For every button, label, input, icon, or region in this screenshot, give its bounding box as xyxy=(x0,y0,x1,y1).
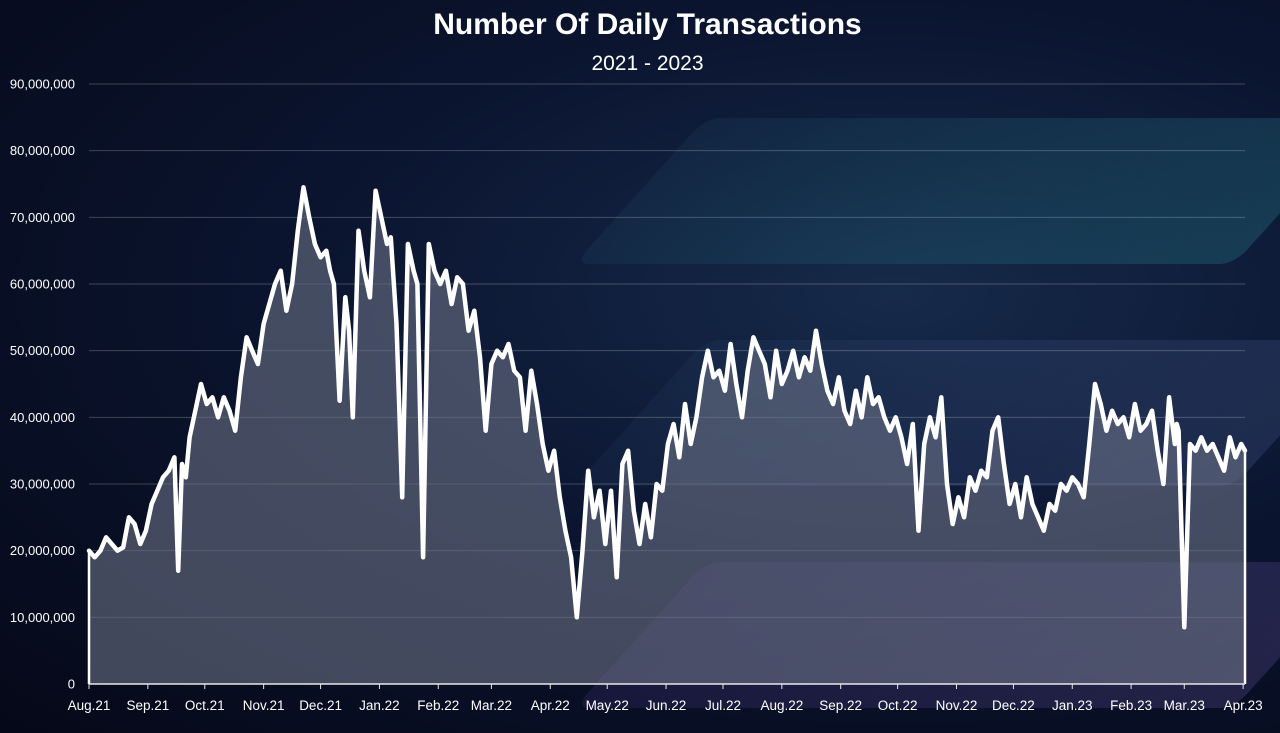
y-tick-label: 60,000,000 xyxy=(10,277,75,292)
y-tick-label: 20,000,000 xyxy=(10,543,75,558)
x-tick-label: Mar.22 xyxy=(471,698,512,713)
x-tick-label: Dec.21 xyxy=(299,698,342,713)
x-tick-label: Nov.21 xyxy=(243,698,285,713)
x-tick-label: Dec.22 xyxy=(992,698,1035,713)
x-tick-label: Jan.22 xyxy=(359,698,400,713)
x-tick-label: Feb.22 xyxy=(417,698,459,713)
x-tick-label: Oct.22 xyxy=(878,698,918,713)
y-tick-label: 10,000,000 xyxy=(10,610,75,625)
chart-subtitle: 2021 - 2023 xyxy=(591,52,704,75)
x-tick-label: May.22 xyxy=(586,698,629,713)
x-tick-label: Nov.22 xyxy=(936,698,978,713)
x-tick-label: Jan.23 xyxy=(1052,698,1093,713)
y-tick-label: 70,000,000 xyxy=(10,210,75,225)
y-tick-label: 80,000,000 xyxy=(10,143,75,158)
x-tick-label: Sep.21 xyxy=(126,698,169,713)
x-tick-label: Aug.22 xyxy=(760,698,803,713)
x-tick-label: Feb.23 xyxy=(1110,698,1152,713)
x-tick-label: Mar.23 xyxy=(1164,698,1205,713)
x-tick-label: Apr.23 xyxy=(1224,698,1263,713)
x-tick-label: Sep.22 xyxy=(819,698,862,713)
x-tick-label: Oct.21 xyxy=(185,698,225,713)
x-axis-labels: Aug.21 Sep.21 Oct.21 Nov.21 Dec.21 Jan.22 Feb.… xyxy=(68,684,1263,713)
y-tick-label: 40,000,000 xyxy=(10,410,75,425)
y-tick-label: 0 xyxy=(68,677,75,692)
y-tick-label: 30,000,000 xyxy=(10,477,75,492)
y-axis: 0 10,000,000 20,000,000 30,000,000 40,000,00… xyxy=(10,77,75,692)
y-tick-label: 90,000,000 xyxy=(10,77,75,92)
chart-title: Number Of Daily Transactions xyxy=(433,8,862,41)
series-area-group xyxy=(86,185,1248,685)
series-line xyxy=(86,185,1248,630)
x-tick-label: Aug.21 xyxy=(68,698,111,713)
x-tick-label: Jun.22 xyxy=(646,698,687,713)
series-area-fill xyxy=(89,187,1245,685)
x-tick-label: Apr.22 xyxy=(531,698,570,713)
y-tick-label: 50,000,000 xyxy=(10,343,75,358)
x-tick-label: Jul.22 xyxy=(705,698,741,713)
